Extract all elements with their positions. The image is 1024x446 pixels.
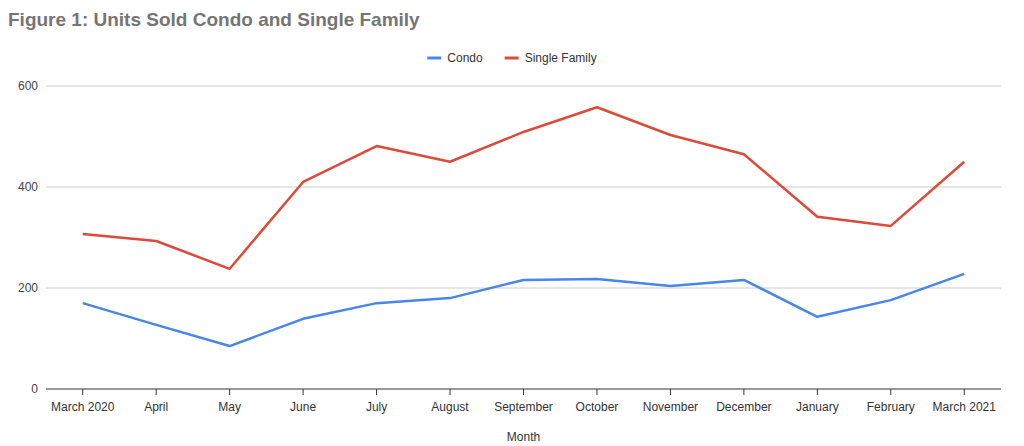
x-tick-label: August <box>431 400 469 414</box>
x-tick <box>229 389 230 395</box>
x-tick-label: June <box>290 400 316 414</box>
x-tick <box>596 389 597 395</box>
y-tick-label: 600 <box>18 79 38 93</box>
x-tick-label: April <box>144 400 168 414</box>
x-axis-label: Month <box>507 430 540 444</box>
x-tick <box>450 389 451 395</box>
series-line <box>83 107 965 269</box>
legend-label: Condo <box>447 51 483 65</box>
x-tick-label: September <box>494 400 553 414</box>
x-tick <box>964 389 965 395</box>
x-tick <box>670 389 671 395</box>
x-tick-label: March 2021 <box>933 400 997 414</box>
x-tick-label: March 2020 <box>51 400 115 414</box>
x-tick-label: October <box>576 400 619 414</box>
grid-line <box>46 86 1001 87</box>
x-tick <box>523 389 524 395</box>
chart-title: Figure 1: Units Sold Condo and Single Fa… <box>8 9 420 30</box>
legend-swatch <box>505 57 519 60</box>
y-tick-label: 400 <box>18 180 38 194</box>
x-tick-label: November <box>643 400 698 414</box>
y-tick-label: 0 <box>31 382 38 396</box>
x-tick <box>890 389 891 395</box>
x-tick-label: February <box>867 400 915 414</box>
grid <box>46 86 1001 288</box>
plot-area <box>83 107 965 346</box>
x-tick-label: January <box>796 400 839 414</box>
y-tick-label: 200 <box>18 281 38 295</box>
chart-svg: Figure 1: Units Sold Condo and Single Fa… <box>0 0 1024 446</box>
x-tick <box>743 389 744 395</box>
grid-line <box>46 288 1001 289</box>
legend-swatch <box>427 57 441 60</box>
grid-line <box>46 187 1001 188</box>
x-tick <box>303 389 304 395</box>
x-tick <box>156 389 157 395</box>
series-line <box>83 274 965 346</box>
x-tick <box>817 389 818 395</box>
x-tick <box>376 389 377 395</box>
x-tick-label: July <box>366 400 387 414</box>
legend-label: Single Family <box>525 51 597 65</box>
x-tick-label: December <box>716 400 771 414</box>
legend: Condo Single Family <box>427 51 596 65</box>
chart-container: Figure 1: Units Sold Condo and Single Fa… <box>0 0 1024 446</box>
x-tick <box>82 389 83 395</box>
x-tick-label: May <box>218 400 241 414</box>
